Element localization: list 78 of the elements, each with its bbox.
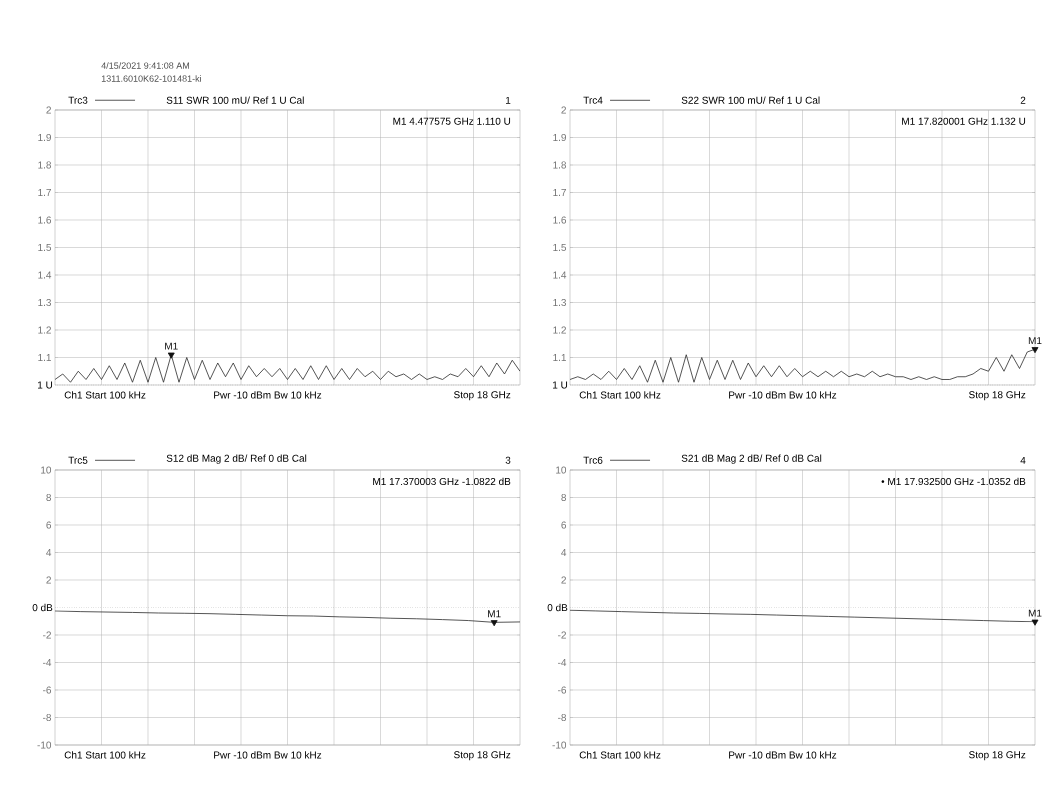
y-tick-label: 1.1 <box>553 354 566 361</box>
legend-label: Trc6 <box>583 456 603 464</box>
text: Stop 18 GHz <box>969 751 1026 761</box>
y-tick-label: 8 <box>46 493 52 502</box>
text: Ch1 Start 100 kHz <box>579 751 661 759</box>
y-tick-label: 1.6 <box>38 216 52 224</box>
text: Pwr -10 dBm Bw 10 kHz <box>729 751 837 759</box>
text: Ch1 Start 100 kHz <box>64 391 146 399</box>
y-tick-label: -8 <box>558 713 567 722</box>
series-label: M1 <box>1028 609 1042 617</box>
annotation: M1 17.370003 GHz -1.0822 dB <box>373 477 511 486</box>
y-tick-label: 1.8 <box>553 161 567 169</box>
text: Stop 18 GHz <box>454 751 511 761</box>
y-tick-label: 2 <box>561 106 566 114</box>
y-tick-label: 1.8 <box>38 161 52 169</box>
ref-line-label: 1 U <box>553 381 568 389</box>
y-tick-label: 4 <box>46 549 52 556</box>
y-tick-label: 2 <box>561 576 566 584</box>
legend-label: Trc4 <box>583 96 603 104</box>
y-tick-label: -4 <box>43 659 52 666</box>
text: Stop 18 GHz <box>454 391 511 401</box>
legend-label: Trc3 <box>68 96 88 104</box>
text: 4/15/2021 9:41:08 AM <box>101 62 190 69</box>
y-tick-label: 1.5 <box>38 244 52 251</box>
y-tick-label: 1.3 <box>553 298 567 307</box>
y-tick-label: 1.2 <box>38 326 51 334</box>
y-tick-label: 6 <box>46 521 52 529</box>
chart-title: S21 dB Mag 2 dB/ Ref 0 dB Cal <box>681 454 822 464</box>
text: 1 <box>506 96 511 104</box>
y-tick-label: 6 <box>561 521 567 529</box>
annotation: • M1 17.932500 GHz -1.0352 dB <box>881 477 1026 486</box>
text: Ch1 Start 100 kHz <box>579 391 661 399</box>
text: Pwr -10 dBm Bw 10 kHz <box>214 391 322 399</box>
y-tick-label: 1.3 <box>38 298 52 307</box>
ref-line-label: 1 U <box>38 381 53 389</box>
chart-title: S11 SWR 100 mU/ Ref 1 U Cal <box>166 96 304 104</box>
annotation: M1 4.477575 GHz 1.110 U <box>393 117 511 125</box>
y-tick-label: 10 <box>41 466 52 474</box>
legend-label: Trc5 <box>68 456 88 464</box>
y-tick-label: 1.7 <box>553 189 566 196</box>
y-tick-label: -2 <box>558 631 566 639</box>
y-tick-label: 4 <box>561 549 567 556</box>
y-tick-label: 1.2 <box>553 326 566 334</box>
chart-title: S12 dB Mag 2 dB/ Ref 0 dB Cal <box>166 454 307 464</box>
series-label: M1 <box>165 342 178 350</box>
y-tick-label: -10 <box>37 741 52 749</box>
y-tick-label: -4 <box>558 659 567 666</box>
series-label: M1 <box>1028 337 1042 345</box>
y-tick-label: 1.6 <box>553 216 567 224</box>
y-tick-label: 1.9 <box>553 133 567 142</box>
chart-title: S22 SWR 100 mU/ Ref 1 U Cal <box>681 96 820 104</box>
y-tick-label: 10 <box>556 466 567 474</box>
y-tick-label: -8 <box>43 713 52 722</box>
y-tick-label: -10 <box>552 741 567 749</box>
y-tick-label: 1.4 <box>38 271 52 279</box>
text: 2 <box>1020 96 1026 104</box>
y-tick-label: 1.4 <box>553 271 567 279</box>
annotation: M1 17.820001 GHz 1.132 U <box>902 117 1026 125</box>
text: Stop 18 GHz <box>969 391 1026 401</box>
y-tick-label: -6 <box>558 686 567 694</box>
y-tick-label: -2 <box>43 631 51 639</box>
text: Ch1 Start 100 kHz <box>64 751 146 759</box>
y-tick-label: 2 <box>46 106 51 114</box>
ref-line-label: 0 dB <box>32 603 53 612</box>
series-label: M1 <box>488 610 501 618</box>
text: Pwr -10 dBm Bw 10 kHz <box>214 751 322 759</box>
y-tick-label: 2 <box>46 576 51 584</box>
y-tick-label: 1.1 <box>38 354 51 361</box>
ref-line-label: 0 dB <box>547 603 568 612</box>
y-tick-label: 1.9 <box>38 133 51 142</box>
text: 1311.6010K62-101481-ki <box>101 75 201 82</box>
y-tick-label: 1.5 <box>553 244 567 251</box>
y-tick-label: 1.7 <box>38 189 51 196</box>
text: Pwr -10 dBm Bw 10 kHz <box>729 391 837 399</box>
y-tick-label: 8 <box>561 493 567 502</box>
text: 4 <box>1020 456 1026 464</box>
y-tick-label: -6 <box>43 686 52 694</box>
text: 3 <box>505 456 511 464</box>
